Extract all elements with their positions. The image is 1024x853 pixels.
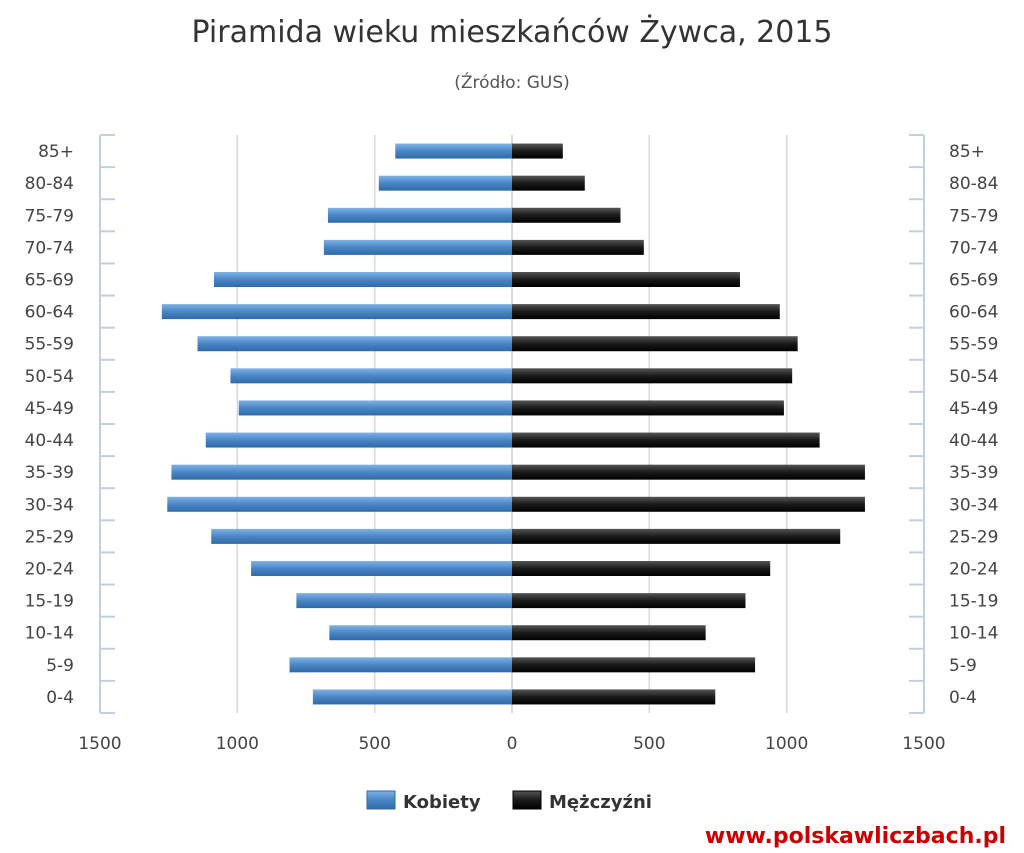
bar-kobiety-60-64 [161, 304, 513, 320]
y-tick-label-left: 70-74 [25, 238, 74, 258]
bar-kobiety-45-49 [238, 400, 512, 416]
bar-mezczyzni-75-79 [512, 207, 621, 223]
bar-mezczyzni-30-34 [512, 496, 865, 512]
legend: Kobiety Mężczyźni [366, 790, 652, 813]
bar-kobiety-25-29 [211, 528, 513, 544]
x-tick-label: 1500 [902, 734, 945, 754]
y-tick-label-right: 20-24 [949, 560, 998, 580]
y-tick-label-right: 85+ [949, 142, 985, 162]
y-tick-label-left: 85+ [38, 142, 74, 162]
y-tick-label-right: 80-84 [949, 174, 998, 194]
grid [236, 135, 788, 713]
y-tick-label-right: 35-39 [949, 463, 998, 483]
x-tick-label: 500 [358, 734, 390, 754]
y-tick-label-right: 55-59 [949, 335, 998, 355]
bar-mezczyzni-35-39 [512, 464, 865, 480]
bar-kobiety-15-19 [296, 593, 512, 609]
y-tick-label-left: 45-49 [25, 399, 74, 419]
bar-kobiety-65-69 [213, 272, 512, 287]
y-tick-label-left: 0-4 [46, 688, 74, 708]
y-tick-label-left: 75-79 [25, 206, 74, 226]
bar-kobiety-80-84 [378, 175, 512, 191]
y-tick-label-right: 5-9 [949, 656, 977, 676]
x-tick-label: 1500 [78, 734, 121, 754]
y-tick-label-right: 10-14 [949, 624, 998, 644]
legend-swatch-mezczyzni [512, 790, 542, 810]
y-tick-label-right: 45-49 [949, 399, 998, 419]
bar-kobiety-0-4 [312, 689, 512, 705]
bar-mezczyzni-80-84 [512, 175, 585, 191]
bar-kobiety-70-74 [323, 239, 512, 255]
y-tick-label-left: 55-59 [25, 335, 74, 355]
y-tick-label-right: 0-4 [949, 688, 977, 708]
y-tick-label-right: 70-74 [949, 238, 998, 258]
y-tick-label-left: 40-44 [25, 431, 74, 451]
bar-kobiety-30-34 [167, 496, 512, 512]
legend-label-kobiety: Kobiety [403, 792, 481, 813]
bar-mezczyzni-50-54 [512, 368, 793, 384]
bar-mezczyzni-70-74 [512, 239, 644, 255]
y-tick-label-left: 50-54 [25, 367, 74, 387]
y-tick-label-right: 30-34 [949, 495, 998, 515]
y-tick-label-left: 25-29 [25, 527, 74, 547]
x-tick-label: 1000 [765, 734, 808, 754]
y-tick-label-right: 50-54 [949, 367, 998, 387]
bar-mezczyzni-45-49 [512, 400, 784, 416]
chart-subtitle: (Źródło: GUS) [454, 71, 570, 93]
legend-swatch-kobiety [366, 790, 396, 810]
y-tick-label-right: 15-19 [949, 592, 998, 612]
y-tick-label-left: 65-69 [25, 271, 74, 291]
bar-kobiety-35-39 [171, 464, 512, 480]
bar-kobiety-75-79 [327, 207, 512, 223]
y-tick-label-left: 80-84 [25, 174, 74, 194]
bar-mezczyzni-0-4 [512, 689, 716, 705]
chart-title: Piramida wieku mieszkańców Żywca, 2015 [191, 14, 832, 50]
y-tick-labels: 0-4 0-4 5-9 5-9 10-14 10-14 15-19 15-19 20-24 20-… [25, 142, 999, 708]
bar-mezczyzni-25-29 [512, 528, 841, 544]
y-tick-label-left: 10-14 [25, 624, 74, 644]
axes [99, 134, 925, 714]
bar-mezczyzni-55-59 [512, 336, 798, 352]
bars [161, 143, 865, 705]
x-tick-labels: 1500 1000 500 0 500 1000 1500 [78, 734, 945, 754]
bar-mezczyzni-85+ [512, 143, 563, 159]
x-tick-label: 500 [633, 734, 665, 754]
y-tick-label-left: 35-39 [25, 463, 74, 483]
bar-kobiety-5-9 [289, 657, 512, 673]
bar-mezczyzni-10-14 [512, 625, 706, 641]
x-tick-label: 1000 [216, 734, 259, 754]
bar-kobiety-55-59 [197, 336, 513, 352]
bar-kobiety-10-14 [329, 625, 512, 641]
bar-mezczyzni-60-64 [512, 304, 780, 320]
bar-mezczyzni-40-44 [512, 432, 820, 448]
bar-mezczyzni-5-9 [512, 657, 756, 673]
y-tick-label-left: 30-34 [25, 495, 74, 515]
x-tick-label: 0 [507, 734, 518, 754]
y-tick-label-right: 40-44 [949, 431, 998, 451]
y-tick-label-right: 60-64 [949, 303, 998, 323]
bar-mezczyzni-15-19 [512, 593, 746, 609]
bar-kobiety-20-24 [251, 561, 513, 576]
bar-kobiety-50-54 [230, 368, 512, 384]
y-tick-label-left: 15-19 [25, 592, 74, 612]
y-tick-label-left: 60-64 [25, 303, 74, 323]
y-tick-label-right: 75-79 [949, 206, 998, 226]
y-tick-label-left: 20-24 [25, 560, 74, 580]
y-tick-label-right: 25-29 [949, 527, 998, 547]
y-tick-label-right: 65-69 [949, 271, 998, 291]
legend-label-mezczyzni: Mężczyźni [549, 792, 652, 813]
bar-mezczyzni-65-69 [512, 272, 740, 287]
y-tick-label-left: 5-9 [46, 656, 74, 676]
source-credit[interactable]: www.polskawliczbach.pl [705, 824, 1006, 849]
bar-kobiety-85+ [395, 143, 512, 159]
bar-mezczyzni-20-24 [512, 561, 771, 576]
bar-kobiety-40-44 [205, 432, 512, 448]
